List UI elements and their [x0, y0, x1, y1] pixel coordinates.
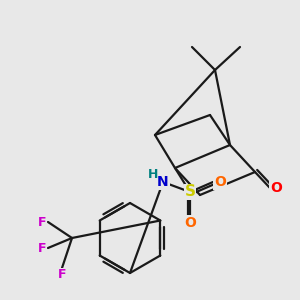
Text: S: S [184, 184, 196, 200]
Text: F: F [38, 242, 46, 254]
Text: N: N [157, 175, 169, 189]
Text: O: O [270, 181, 282, 195]
Text: H: H [148, 167, 158, 181]
Text: F: F [58, 268, 66, 281]
Text: O: O [214, 175, 226, 189]
Text: O: O [184, 216, 196, 230]
Text: F: F [38, 215, 46, 229]
